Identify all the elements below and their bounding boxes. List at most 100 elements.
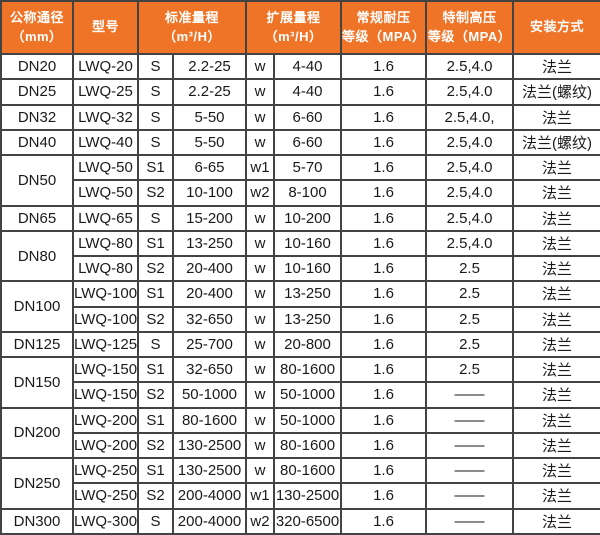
standard-range-cell: 80-1600	[171, 406, 248, 434]
high-pressure-cell: 2.5,4.0	[425, 78, 515, 106]
standard-range-cell: 13-250	[171, 229, 248, 258]
installation-cell: 法兰	[512, 153, 600, 182]
diameter-cell: DN200	[0, 406, 74, 459]
standard-range-cell: 200-4000	[171, 482, 248, 510]
standard-pressure-cell: 1.6	[340, 280, 428, 308]
extended-range-mark-cell: w	[245, 204, 276, 232]
extended-range-cell: 320-6500	[273, 507, 343, 535]
header-high-pressure: 特制高压 等级（MPA）	[425, 0, 515, 55]
standard-pressure-cell: 1.6	[340, 431, 428, 460]
standard-range-mark-cell: S2	[137, 482, 174, 510]
installation-cell: 法兰	[512, 381, 600, 409]
standard-range-cell: 2.2-25	[171, 78, 248, 106]
standard-pressure-cell: 1.6	[340, 482, 428, 510]
extended-range-mark-cell: w	[245, 229, 276, 258]
standard-range-cell: 10-100	[171, 179, 248, 207]
diameter-cell: DN40	[0, 128, 74, 157]
standard-pressure-cell: 1.6	[340, 507, 428, 535]
standard-pressure-cell: 1.6	[340, 406, 428, 434]
model-cell: LWQ-80	[72, 229, 139, 258]
extended-range-cell: 13-250	[273, 305, 343, 333]
standard-range-mark-cell: S2	[137, 179, 174, 207]
standard-range-mark-cell: S	[137, 204, 174, 232]
extended-range-cell: 80-1600	[273, 431, 343, 460]
model-cell: LWQ-250	[72, 482, 139, 510]
extended-range-mark-cell: w	[245, 355, 276, 384]
installation-cell: 法兰	[512, 179, 600, 207]
standard-range-mark-cell: S1	[137, 280, 174, 308]
extended-range-cell: 10-160	[273, 229, 343, 258]
high-pressure-cell: ——	[425, 431, 515, 460]
model-cell: LWQ-250	[72, 456, 139, 485]
extended-range-mark-cell: w	[245, 406, 276, 434]
extended-range-cell: 10-200	[273, 204, 343, 232]
standard-pressure-cell: 1.6	[340, 229, 428, 258]
model-cell: LWQ-50	[72, 153, 139, 182]
standard-range-cell: 6-65	[171, 153, 248, 182]
diameter-cell: DN20	[0, 52, 74, 81]
high-pressure-cell: ——	[425, 406, 515, 434]
extended-range-mark-cell: w	[245, 431, 276, 460]
standard-range-cell: 5-50	[171, 103, 248, 131]
high-pressure-cell: ——	[425, 456, 515, 485]
standard-range-mark-cell: S	[137, 128, 174, 157]
installation-cell: 法兰	[512, 305, 600, 333]
standard-range-cell: 25-700	[171, 330, 248, 359]
high-pressure-cell: 2.5	[425, 355, 515, 384]
high-pressure-cell: 2.5,4.0,	[425, 103, 515, 131]
standard-range-mark-cell: S2	[137, 381, 174, 409]
model-cell: LWQ-40	[72, 128, 139, 157]
standard-range-mark-cell: S	[137, 103, 174, 131]
standard-range-cell: 50-1000	[171, 381, 248, 409]
header-installation: 安装方式	[512, 0, 600, 55]
extended-range-mark-cell: w	[245, 254, 276, 283]
installation-cell: 法兰	[512, 406, 600, 434]
extended-range-mark-cell: w	[245, 280, 276, 308]
extended-range-cell: 50-1000	[273, 406, 343, 434]
standard-pressure-cell: 1.6	[340, 128, 428, 157]
high-pressure-cell: 2.5	[425, 330, 515, 359]
high-pressure-cell: 2.5	[425, 254, 515, 283]
extended-range-mark-cell: w	[245, 78, 276, 106]
model-cell: LWQ-65	[72, 204, 139, 232]
extended-range-cell: 20-800	[273, 330, 343, 359]
table-row: DN80 LWQ-80 S1 13-250 w 10-160 1.6 2.5,4.0 法兰	[0, 229, 600, 283]
standard-pressure-cell: 1.6	[340, 254, 428, 283]
header-row: 公称通径 （mm） 型号 标准量程 （m³/H） 扩展量程 （m³/H） 常规耐…	[0, 0, 600, 55]
installation-cell: 法兰	[512, 330, 600, 359]
standard-range-cell: 32-650	[171, 355, 248, 384]
table-row: DN65 LWQ-65 S 15-200 w 10-200 1.6 2.5,4.0 法兰	[0, 204, 600, 232]
standard-range-cell: 2.2-25	[171, 52, 248, 81]
installation-cell: 法兰	[512, 280, 600, 308]
extended-range-cell: 10-160	[273, 254, 343, 283]
table-row: DN200 LWQ-200 S1 80-1600 w 50-1000 1.6 —— 法兰	[0, 406, 600, 459]
diameter-cell: DN65	[0, 204, 74, 232]
extended-range-cell: 5-70	[273, 153, 343, 182]
model-cell: LWQ-32	[72, 103, 139, 131]
table-row: DN50 LWQ-50 S1 6-65 w1 5-70 1.6 2.5,4.0 法兰	[0, 153, 600, 207]
standard-pressure-cell: 1.6	[340, 179, 428, 207]
model-cell: LWQ-20	[72, 52, 139, 81]
standard-range-mark-cell: S	[137, 52, 174, 81]
installation-cell: 法兰(螺纹)	[512, 128, 600, 157]
extended-range-mark-cell: w	[245, 330, 276, 359]
header-nominal-diameter: 公称通径 （mm）	[0, 0, 74, 55]
extended-range-cell: 130-2500	[273, 482, 343, 510]
extended-range-cell: 6-60	[273, 128, 343, 157]
standard-pressure-cell: 1.6	[340, 204, 428, 232]
standard-pressure-cell: 1.6	[340, 103, 428, 131]
table-row: LWQ-80 S2 20-400 w 10-160 1.6 2.5 法兰	[1, 254, 600, 283]
standard-range-cell: 20-400	[171, 254, 248, 283]
standard-pressure-cell: 1.6	[340, 330, 428, 359]
standard-range-cell: 20-400	[171, 280, 248, 308]
standard-range-mark-cell: S1	[137, 406, 174, 434]
installation-cell: 法兰	[512, 204, 600, 232]
header-standard-pressure: 常规耐压 等级（MPA）	[340, 0, 428, 55]
installation-cell: 法兰(螺纹)	[512, 78, 600, 106]
table-body: DN20 LWQ-20 S 2.2-25 w 4-40 1.6 2.5,4.0 法兰 DN25 LW…	[0, 52, 600, 535]
diameter-cell: DN300	[0, 507, 74, 535]
diameter-cell: DN25	[0, 78, 74, 106]
model-cell: LWQ-25	[72, 78, 139, 106]
high-pressure-cell: 2.5	[425, 280, 515, 308]
model-cell: LWQ-80	[72, 254, 139, 283]
